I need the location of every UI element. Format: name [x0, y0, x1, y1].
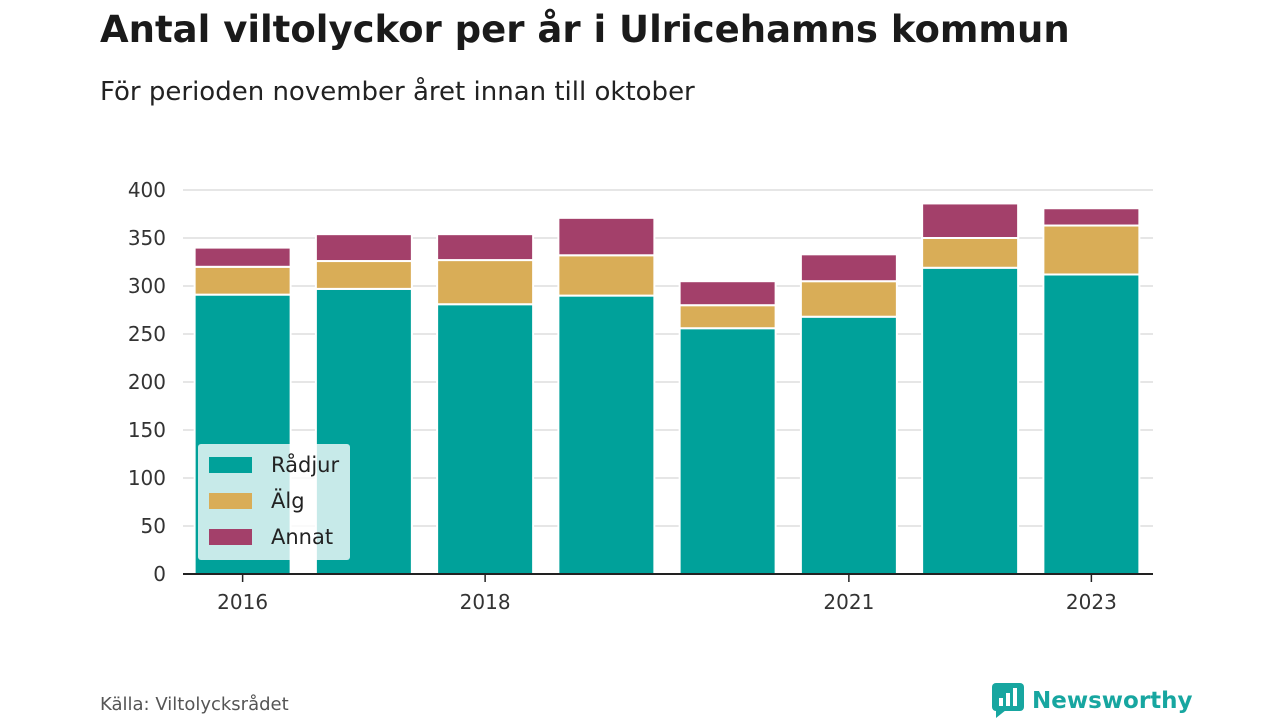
bar-segment — [557, 254, 656, 297]
x-tick-label: 2021 — [823, 590, 874, 614]
bar-segment — [921, 266, 1020, 575]
bar-segment — [678, 280, 777, 307]
legend-swatch — [209, 493, 252, 509]
legend: Rådjur Älg Annat — [198, 444, 350, 560]
bar-segment — [193, 246, 292, 268]
chart-subtitle: För perioden november året innan till ok… — [100, 77, 695, 107]
y-axis-labels: 0 50 100 150 200 250 300 350 400 — [128, 178, 166, 586]
newsworthy-logo-icon — [992, 683, 1024, 718]
y-tick-label: 200 — [128, 370, 166, 394]
bar-segment — [1042, 273, 1141, 575]
x-tick-label: 2023 — [1066, 590, 1117, 614]
legend-label: Rådjur — [271, 452, 339, 477]
bar-segment — [799, 253, 898, 283]
legend-label: Älg — [271, 488, 305, 513]
chart-title: Antal viltolyckor per år i Ulricehamns k… — [100, 8, 1070, 51]
y-tick-label: 0 — [153, 562, 166, 586]
y-tick-label: 150 — [128, 418, 166, 442]
bar-segment — [314, 233, 413, 263]
y-tick-label: 250 — [128, 322, 166, 346]
bar-segment — [557, 294, 656, 575]
x-axis-ticks — [241, 574, 1093, 582]
x-tick-label: 2016 — [217, 590, 268, 614]
legend-swatch — [209, 457, 252, 473]
y-tick-label: 50 — [141, 514, 166, 538]
bar-segment — [799, 315, 898, 575]
bar-segment — [193, 265, 292, 296]
bar-segment — [314, 260, 413, 290]
bar-segment — [1042, 207, 1141, 227]
bar-segment — [436, 259, 535, 306]
bar-segment — [921, 202, 1020, 240]
bar-segment — [678, 304, 777, 330]
brand-name: Newsworthy — [1032, 688, 1193, 714]
source-note: Källa: Viltolycksrådet — [100, 694, 289, 715]
bar-segment — [1042, 224, 1141, 276]
x-axis-labels: 2016 2018 2021 2023 — [217, 590, 1117, 614]
bar-segment — [921, 237, 1020, 269]
legend-swatch — [209, 529, 252, 545]
bar-segment — [436, 233, 535, 262]
y-tick-label: 400 — [128, 178, 166, 202]
y-tick-label: 350 — [128, 226, 166, 250]
bars — [193, 202, 1141, 575]
bar-segment — [678, 327, 777, 575]
y-tick-label: 100 — [128, 466, 166, 490]
bar-segment — [799, 280, 898, 318]
bar-segment — [557, 216, 656, 257]
legend-label: Annat — [271, 525, 333, 549]
y-tick-label: 300 — [128, 274, 166, 298]
x-tick-label: 2018 — [460, 590, 511, 614]
bar-segment — [436, 303, 535, 575]
brand-logo: Newsworthy — [992, 683, 1193, 719]
